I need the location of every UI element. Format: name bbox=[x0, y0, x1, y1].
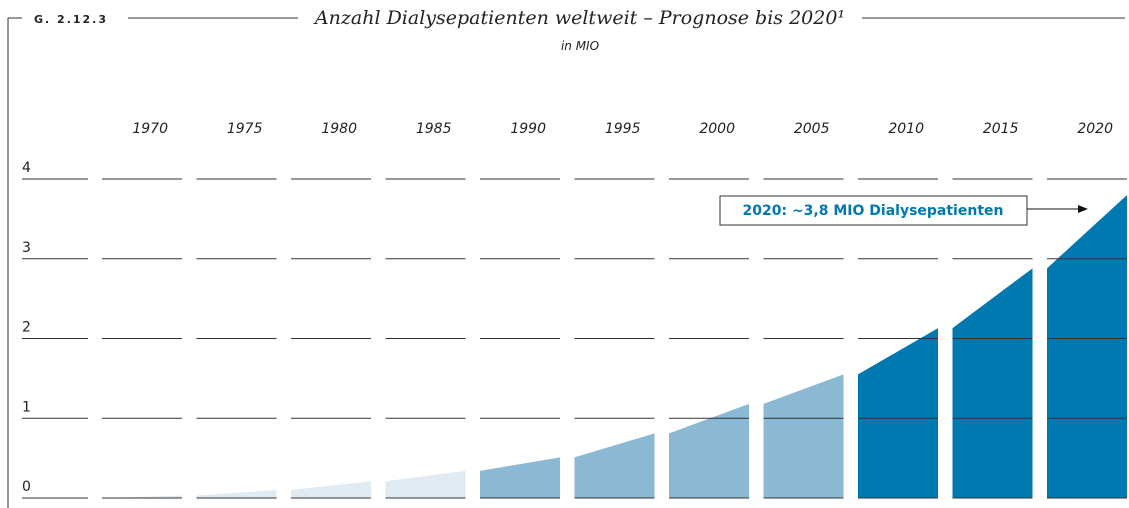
x-tick-label: 2015 bbox=[983, 121, 1019, 137]
x-tick-label: 1990 bbox=[510, 121, 546, 137]
y-tick-label: 4 bbox=[22, 160, 31, 176]
area-column bbox=[385, 470, 466, 498]
area-column bbox=[952, 268, 1033, 498]
x-tick-label: 1970 bbox=[132, 121, 168, 137]
chart-title: Anzahl Dialysepatienten weltweit – Progn… bbox=[313, 7, 845, 29]
area-column bbox=[763, 374, 844, 498]
area-column bbox=[480, 457, 560, 498]
x-tick-label: 1995 bbox=[605, 121, 641, 137]
figure-label: G. 2.12.3 bbox=[34, 13, 108, 26]
area-column bbox=[102, 495, 182, 498]
y-tick-label: 0 bbox=[22, 479, 31, 495]
x-tick-label: 2005 bbox=[794, 121, 830, 137]
y-tick-label: 1 bbox=[22, 399, 31, 415]
area-column bbox=[574, 433, 655, 498]
x-tick-label: 2020 bbox=[1077, 121, 1113, 137]
y-tick-label: 3 bbox=[22, 240, 31, 256]
area-column bbox=[669, 403, 749, 498]
area-column bbox=[858, 328, 938, 498]
x-tick-label: 1975 bbox=[227, 121, 263, 137]
y-tick-label: 2 bbox=[22, 320, 31, 336]
annotation: 2020: ~3,8 MIO Dialysepatienten bbox=[743, 203, 1004, 219]
annotation-box bbox=[719, 195, 1028, 226]
area-column bbox=[196, 490, 277, 498]
x-tick-label: 1980 bbox=[321, 121, 357, 137]
x-tick-label: 1985 bbox=[416, 121, 452, 137]
chart-subtitle: in MIO bbox=[561, 39, 599, 53]
area-column bbox=[1047, 194, 1127, 498]
area-column bbox=[291, 481, 371, 498]
annotation-arrowhead bbox=[1078, 205, 1088, 213]
x-tick-label: 2000 bbox=[699, 121, 735, 137]
x-tick-label: 2010 bbox=[888, 121, 924, 137]
